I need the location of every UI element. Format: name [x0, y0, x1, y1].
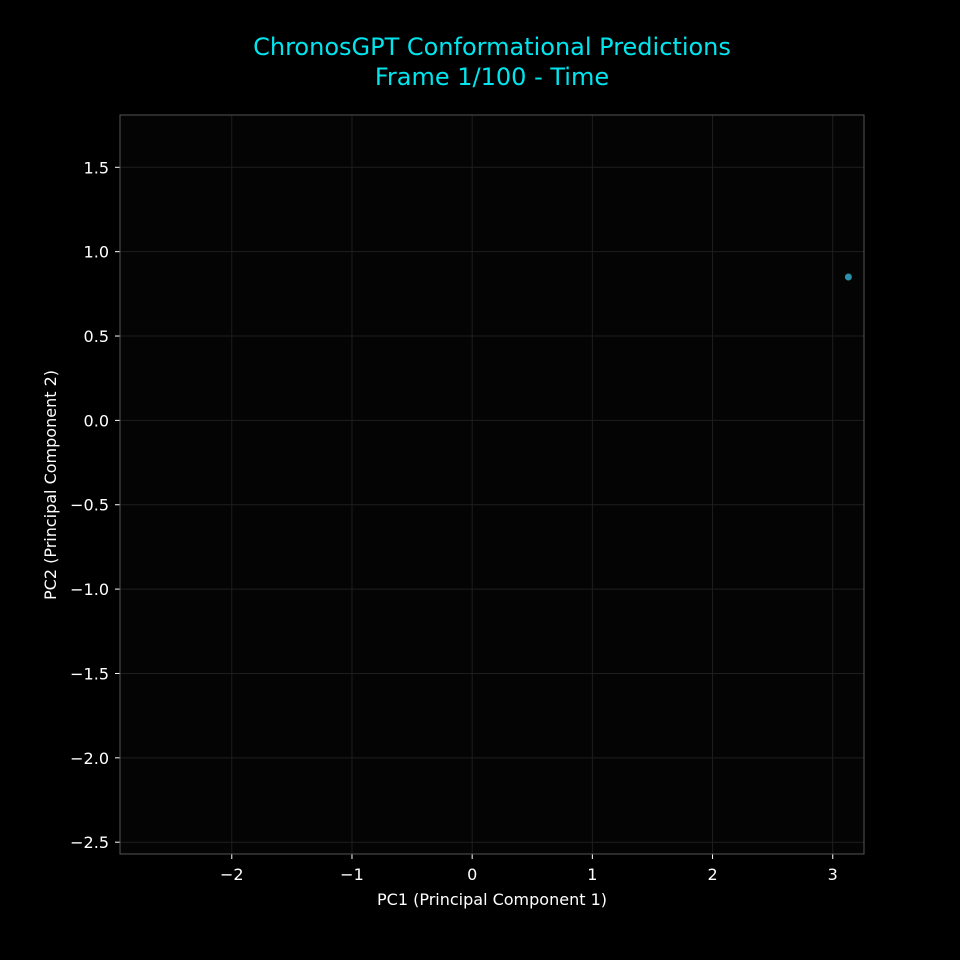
y-tick-label: 1.5	[84, 158, 109, 177]
x-tick-label: 3	[828, 865, 838, 884]
y-tick-label: −2.0	[70, 749, 109, 768]
x-tick-label: −2	[220, 865, 244, 884]
y-tick-label: 0.5	[84, 327, 109, 346]
plot-frame	[119, 114, 865, 855]
x-tick-label: 1	[587, 865, 597, 884]
axis-ticks: −2 −1 0 1 2 3 1.5 1.0 0.5 0.0 −0.5 −1.0 −1.5 −2.0 −2.5	[70, 158, 838, 884]
y-tick-label: −1.0	[70, 580, 109, 599]
data-points	[844, 273, 852, 281]
y-tick-label: 1.0	[84, 243, 109, 262]
x-axis-label: PC1 (Principal Component 1)	[377, 890, 607, 909]
x-tick-label: 0	[467, 865, 477, 884]
chart-title: ChronosGPT Conformational Predictions	[253, 33, 731, 61]
x-tick-label: −1	[340, 865, 364, 884]
y-axis-label: PC2 (Principal Component 2)	[41, 370, 60, 600]
y-tick-label: −2.5	[70, 833, 109, 852]
x-tick-label: 2	[707, 865, 717, 884]
plot-area	[120, 115, 864, 854]
y-tick-label: −1.5	[70, 664, 109, 683]
y-tick-label: −0.5	[70, 496, 109, 515]
y-tick-label: 0.0	[84, 411, 109, 430]
data-point	[844, 273, 852, 281]
chart-subtitle: Frame 1/100 - Time	[375, 63, 609, 91]
grid-lines	[120, 115, 864, 854]
